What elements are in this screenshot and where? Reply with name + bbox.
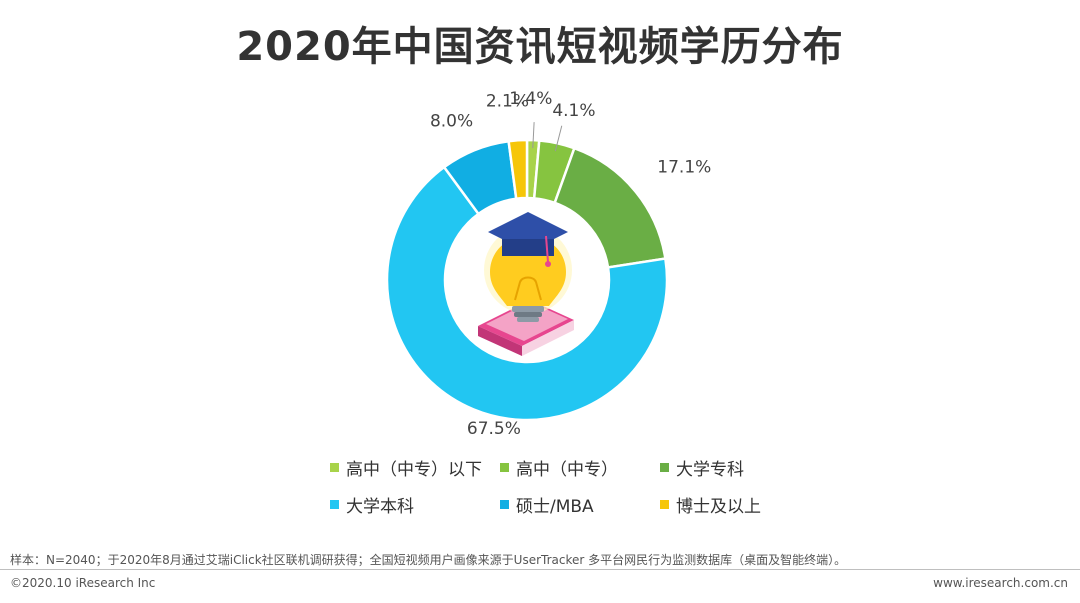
slice-value-label: 2.1% — [486, 91, 529, 111]
chart-legend: 高中（中专）以下 高中（中专） 大学专科大学本科 硕士/MBA 博士及以上 — [330, 455, 810, 517]
leader-line — [554, 125, 563, 152]
legend-label: 高中（中专）以下 — [346, 460, 482, 480]
legend-item: 博士及以上 — [660, 492, 810, 517]
leader-line — [532, 122, 535, 149]
legend-label: 博士及以上 — [676, 497, 761, 517]
copyright: ©2020.10 iResearch Inc — [10, 576, 156, 590]
slice-value-label: 17.1% — [657, 158, 711, 178]
website-url: www.iresearch.com.cn — [933, 576, 1068, 590]
legend-item: 大学本科 — [330, 492, 500, 517]
graduation-cap-lightbulb-book-icon — [478, 212, 574, 356]
legend-label: 高中（中专） — [516, 460, 618, 480]
legend-label: 大学专科 — [676, 460, 744, 480]
source-note: 样本：N=2040；于2020年8月通过艾瑞iClick社区联机调研获得；全国短… — [10, 553, 847, 567]
slice-labels: 1.4%4.1% 17.1% 67.5% 8.0% 2.1% — [430, 89, 711, 439]
footer-divider — [0, 569, 1080, 570]
legend-swatch — [330, 463, 339, 472]
legend-swatch — [330, 500, 339, 509]
legend-swatch — [500, 463, 509, 472]
legend-swatch — [660, 500, 669, 509]
legend-item: 高中（中专）以下 — [330, 455, 500, 480]
donut-slice — [507, 138, 529, 201]
slice-value-label: 1.4% — [509, 89, 552, 109]
legend-item: 硕士/MBA — [500, 492, 660, 517]
donut-slice — [385, 165, 669, 422]
slice-value-label: 4.1% — [552, 101, 595, 121]
chart-title: 2020年中国资讯短视频学历分布 — [236, 24, 844, 70]
legend-item: 大学专科 — [660, 455, 810, 480]
legend-swatch — [500, 500, 509, 509]
legend-label: 大学本科 — [346, 497, 414, 517]
legend-item: 高中（中专） — [500, 455, 660, 480]
legend-label: 硕士/MBA — [516, 497, 594, 517]
leader-lines — [532, 122, 563, 152]
slice-value-label: 67.5% — [467, 419, 521, 439]
slice-value-label: 8.0% — [430, 111, 473, 131]
legend-swatch — [660, 463, 669, 472]
slice-group — [385, 138, 669, 422]
donut-slice — [553, 146, 667, 269]
